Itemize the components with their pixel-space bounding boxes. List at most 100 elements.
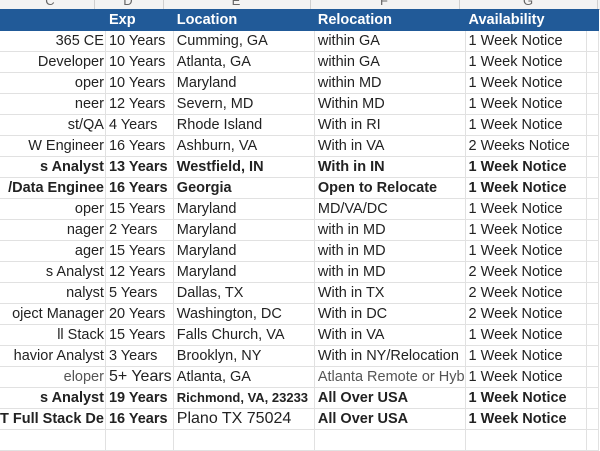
cell-role[interactable]: s Analyst: [0, 387, 106, 409]
cell-availability[interactable]: 1 Week Notice: [464, 198, 588, 220]
cell-role[interactable]: st/QA: [0, 114, 106, 136]
cell-h[interactable]: [586, 261, 599, 283]
cell-exp[interactable]: 5 Years: [104, 282, 174, 304]
cell-availability[interactable]: 1 Week Notice: [464, 177, 588, 199]
cell-role[interactable]: nager: [0, 219, 106, 241]
cell-relocation[interactable]: With in RI: [313, 114, 466, 136]
cell-availability[interactable]: 2 Week Notice: [464, 261, 588, 283]
cell-location[interactable]: Rhode Island: [172, 114, 315, 136]
cell-location[interactable]: Richmond, VA, 23233: [172, 387, 315, 409]
cell-exp[interactable]: 10 Years: [104, 30, 174, 52]
cell-availability[interactable]: 1 Week Notice: [464, 93, 588, 115]
header-cell-c[interactable]: [0, 9, 106, 31]
empty-cell[interactable]: [313, 429, 466, 451]
cell-availability[interactable]: 1 Week Notice: [464, 219, 588, 241]
cell-availability[interactable]: 1 Week Notice: [464, 408, 588, 430]
cell-exp[interactable]: 10 Years: [104, 51, 174, 73]
header-cell-relocation[interactable]: Relocation: [313, 9, 466, 31]
cell-role[interactable]: 365 CE: [0, 30, 106, 52]
cell-exp[interactable]: 19 Years: [104, 387, 174, 409]
empty-cell[interactable]: [0, 429, 106, 451]
cell-relocation[interactable]: MD/VA/DC: [313, 198, 466, 220]
cell-h[interactable]: [586, 345, 599, 367]
cell-availability[interactable]: 1 Week Notice: [464, 114, 588, 136]
column-letter-f[interactable]: F: [380, 0, 388, 8]
cell-availability[interactable]: 1 Week Notice: [464, 51, 588, 73]
cell-exp[interactable]: 20 Years: [104, 303, 174, 325]
cell-location[interactable]: Georgia: [172, 177, 315, 199]
cell-h[interactable]: [586, 30, 599, 52]
cell-role[interactable]: T Full Stack De: [0, 408, 106, 430]
cell-relocation[interactable]: Atlanta Remote or Hyb: [313, 366, 466, 388]
cell-h[interactable]: [586, 282, 599, 304]
cell-location[interactable]: Ashburn, VA: [172, 135, 315, 157]
cell-exp[interactable]: 15 Years: [104, 198, 174, 220]
cell-relocation[interactable]: With in VA: [313, 135, 466, 157]
cell-h[interactable]: [586, 156, 599, 178]
cell-exp[interactable]: 16 Years: [104, 135, 174, 157]
cell-relocation[interactable]: with in MD: [313, 240, 466, 262]
cell-exp[interactable]: 16 Years: [104, 177, 174, 199]
cell-role[interactable]: oper: [0, 72, 106, 94]
cell-relocation[interactable]: With in VA: [313, 324, 466, 346]
cell-role[interactable]: oject Manager: [0, 303, 106, 325]
cell-availability[interactable]: 1 Week Notice: [464, 366, 588, 388]
cell-location[interactable]: Brooklyn, NY: [172, 345, 315, 367]
cell-relocation[interactable]: With in TX: [313, 282, 466, 304]
cell-role[interactable]: s Analyst: [0, 261, 106, 283]
cell-availability[interactable]: 2 Weeks Notice: [464, 135, 588, 157]
cell-availability[interactable]: 1 Week Notice: [464, 324, 588, 346]
cell-exp[interactable]: 4 Years: [104, 114, 174, 136]
cell-h[interactable]: [586, 240, 599, 262]
cell-availability[interactable]: 1 Week Notice: [464, 156, 588, 178]
cell-relocation[interactable]: within GA: [313, 30, 466, 52]
cell-location[interactable]: Atlanta, GA: [172, 51, 315, 73]
cell-h[interactable]: [586, 72, 599, 94]
header-cell-availability[interactable]: Availability: [464, 9, 588, 31]
cell-h[interactable]: [586, 93, 599, 115]
cell-relocation[interactable]: within MD: [313, 72, 466, 94]
cell-relocation[interactable]: with in MD: [313, 261, 466, 283]
cell-role[interactable]: ll Stack: [0, 324, 106, 346]
cell-h[interactable]: [586, 219, 599, 241]
cell-location[interactable]: Maryland: [172, 198, 315, 220]
cell-relocation[interactable]: All Over USA: [313, 387, 466, 409]
cell-location[interactable]: Dallas, TX: [172, 282, 315, 304]
cell-location[interactable]: Maryland: [172, 219, 315, 241]
cell-exp[interactable]: 5+ Years: [104, 366, 174, 388]
cell-exp[interactable]: 12 Years: [104, 93, 174, 115]
cell-availability[interactable]: 1 Week Notice: [464, 345, 588, 367]
header-cell-exp[interactable]: Exp: [104, 9, 174, 31]
cell-location[interactable]: Washington, DC: [172, 303, 315, 325]
cell-location[interactable]: Maryland: [172, 240, 315, 262]
cell-relocation[interactable]: With in NY/Relocation: [313, 345, 466, 367]
cell-availability[interactable]: 1 Week Notice: [464, 240, 588, 262]
cell-location[interactable]: Atlanta, GA: [172, 366, 315, 388]
cell-relocation[interactable]: All Over USA: [313, 408, 466, 430]
cell-h[interactable]: [586, 324, 599, 346]
cell-h[interactable]: [586, 366, 599, 388]
header-cell-location[interactable]: Location: [172, 9, 315, 31]
cell-exp[interactable]: 2 Years: [104, 219, 174, 241]
cell-location[interactable]: Falls Church, VA: [172, 324, 315, 346]
cell-h[interactable]: [586, 135, 599, 157]
cell-exp[interactable]: 13 Years: [104, 156, 174, 178]
empty-cell[interactable]: [172, 429, 315, 451]
cell-availability[interactable]: 2 Week Notice: [464, 303, 588, 325]
cell-role[interactable]: /Data Enginee: [0, 177, 106, 199]
column-letter-e[interactable]: E: [231, 0, 241, 8]
empty-cell[interactable]: [104, 429, 174, 451]
cell-location[interactable]: Maryland: [172, 72, 315, 94]
cell-availability[interactable]: 1 Week Notice: [464, 72, 588, 94]
cell-relocation[interactable]: within GA: [313, 51, 466, 73]
cell-h[interactable]: [586, 303, 599, 325]
cell-location[interactable]: Maryland: [172, 261, 315, 283]
column-letter-d[interactable]: D: [123, 0, 133, 8]
cell-role[interactable]: s Analyst: [0, 156, 106, 178]
cell-relocation[interactable]: With in IN: [313, 156, 466, 178]
cell-availability[interactable]: 2 Week Notice: [464, 282, 588, 304]
cell-relocation[interactable]: Open to Relocate: [313, 177, 466, 199]
cell-exp[interactable]: 15 Years: [104, 324, 174, 346]
cell-location[interactable]: Cumming, GA: [172, 30, 315, 52]
cell-location[interactable]: Severn, MD: [172, 93, 315, 115]
